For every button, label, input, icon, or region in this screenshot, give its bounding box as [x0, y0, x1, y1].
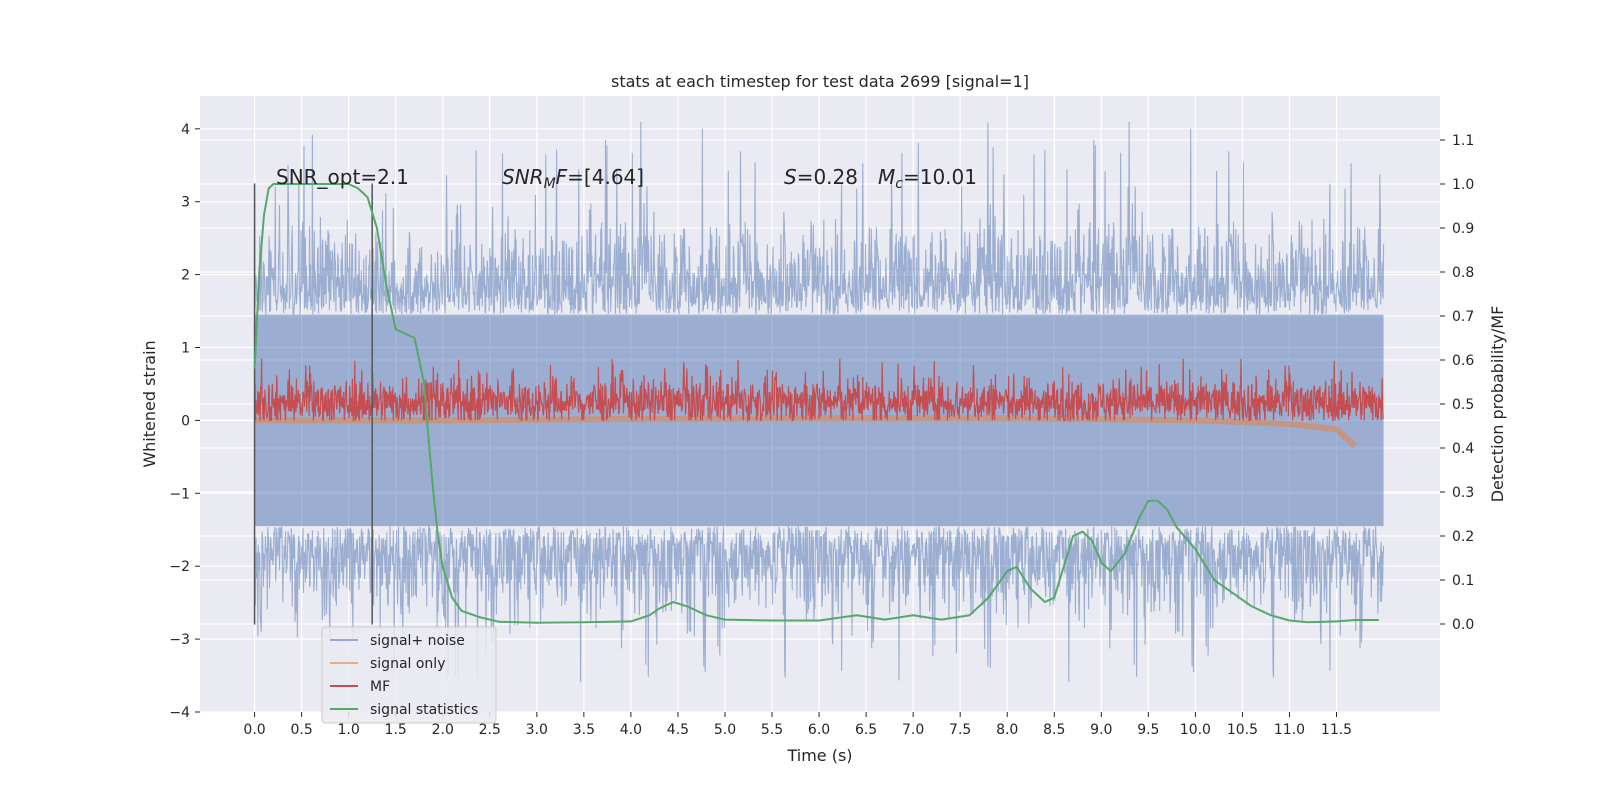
x-tick-label: 10.0 — [1180, 722, 1211, 738]
y-tick-label: 1 — [181, 341, 190, 357]
legend: signal+ noise signal only MF signal stat… — [321, 626, 497, 724]
y-tick-label: −1 — [169, 486, 190, 502]
series-signal-only — [254, 415, 1358, 449]
x-tick-label: 5.5 — [761, 722, 783, 738]
y-right-tick-label: 0.2 — [1452, 529, 1474, 545]
annotation-s: S=0.28 — [784, 165, 858, 189]
y-right-tick-label: 0.6 — [1452, 353, 1474, 369]
series-layer — [253, 121, 1385, 683]
x-tick-label: 6.0 — [808, 722, 830, 738]
y-tick-label: 2 — [181, 268, 190, 284]
x-tick-label: 9.0 — [1090, 722, 1112, 738]
y-right-tick-label: 0.5 — [1452, 397, 1474, 413]
x-tick-label: 7.5 — [949, 722, 971, 738]
x-tick-label: 4.5 — [667, 722, 689, 738]
x-tick-label: 0.0 — [243, 722, 265, 738]
x-tick-label: 8.0 — [996, 722, 1018, 738]
annotation-snr-opt: SNR_opt=2.1 — [276, 165, 409, 189]
annotation-snr-mf: SNRMF=[4.64] — [502, 165, 644, 192]
y-right-tick-label: 0.8 — [1452, 265, 1474, 281]
y-tick-label: 3 — [181, 195, 190, 211]
x-tick-label: 6.5 — [855, 722, 877, 738]
series-signal-noise-upper — [254, 121, 1385, 316]
series-signal-statistics — [253, 183, 1379, 624]
y-right-tick-label: 0.4 — [1452, 441, 1474, 457]
x-axis-title: Time (s) — [786, 746, 852, 765]
annotation-mc-value: =10.01 — [903, 165, 977, 189]
x-tick-label: 8.5 — [1043, 722, 1065, 738]
y-axis-right-ticks: 1.1 1.0 0.9 0.8 0.7 0.6 0.5 0.4 0.3 0.2 0.1 0.0 — [1440, 133, 1474, 633]
annotation-s-value: =0.28 — [797, 165, 858, 189]
chart-title: stats at each timestep for test data 269… — [611, 72, 1029, 91]
x-tick-label: 3.0 — [526, 722, 548, 738]
x-tick-label: 0.5 — [290, 722, 312, 738]
x-tick-label: 1.0 — [338, 722, 360, 738]
x-tick-label: 4.0 — [620, 722, 642, 738]
y-right-tick-label: 0.3 — [1452, 485, 1474, 501]
x-tick-label: 2.5 — [479, 722, 501, 738]
y-axis-title: Whitened strain — [140, 340, 159, 467]
y-tick-label: −3 — [169, 632, 190, 648]
x-tick-label: 11.0 — [1274, 722, 1305, 738]
x-tick-label: 5.0 — [714, 722, 736, 738]
legend-label-signal-statistics: signal statistics — [370, 702, 478, 718]
legend-label-signal-noise: signal+ noise — [370, 633, 465, 649]
x-tick-label: 7.0 — [902, 722, 924, 738]
x-tick-label: 11.5 — [1321, 722, 1352, 738]
y-tick-label: 4 — [181, 122, 190, 138]
legend-box — [321, 626, 497, 724]
series-signal-noise-lower — [254, 525, 1385, 683]
x-axis-ticks: 0.0 0.5 1.0 1.5 2.0 2.5 3.0 3.5 4.0 4.5 5.0 5.5 6.0 6… — [243, 712, 1352, 738]
legend-label-mf: MF — [370, 679, 390, 695]
x-tick-label: 2.0 — [432, 722, 454, 738]
y-right-tick-label: 0.7 — [1452, 309, 1474, 325]
legend-label-signal-only: signal only — [370, 656, 445, 672]
series-mf — [254, 358, 1385, 423]
y-tick-label: −2 — [169, 559, 190, 575]
x-tick-label: 9.5 — [1137, 722, 1159, 738]
y-tick-label: 0 — [181, 413, 190, 429]
y-axis-right-title: Detection probability/MF — [1488, 306, 1507, 503]
x-tick-label: 3.5 — [573, 722, 595, 738]
y-tick-label: −4 — [169, 705, 190, 721]
y-right-tick-label: 0.1 — [1452, 573, 1474, 589]
y-right-tick-label: 0.9 — [1452, 221, 1474, 237]
y-axis-ticks: 4 3 2 1 0 −1 −2 −3 −4 — [169, 122, 200, 721]
x-tick-label: 1.5 — [385, 722, 407, 738]
y-right-tick-label: 1.0 — [1452, 177, 1474, 193]
annotation-snr-mf-value: =[4.64] — [567, 165, 644, 189]
x-tick-label: 10.5 — [1227, 722, 1258, 738]
y-right-tick-label: 0.0 — [1452, 617, 1474, 633]
annotation-mc: Mc=10.01 — [878, 165, 977, 192]
y-right-tick-label: 1.1 — [1452, 133, 1474, 149]
